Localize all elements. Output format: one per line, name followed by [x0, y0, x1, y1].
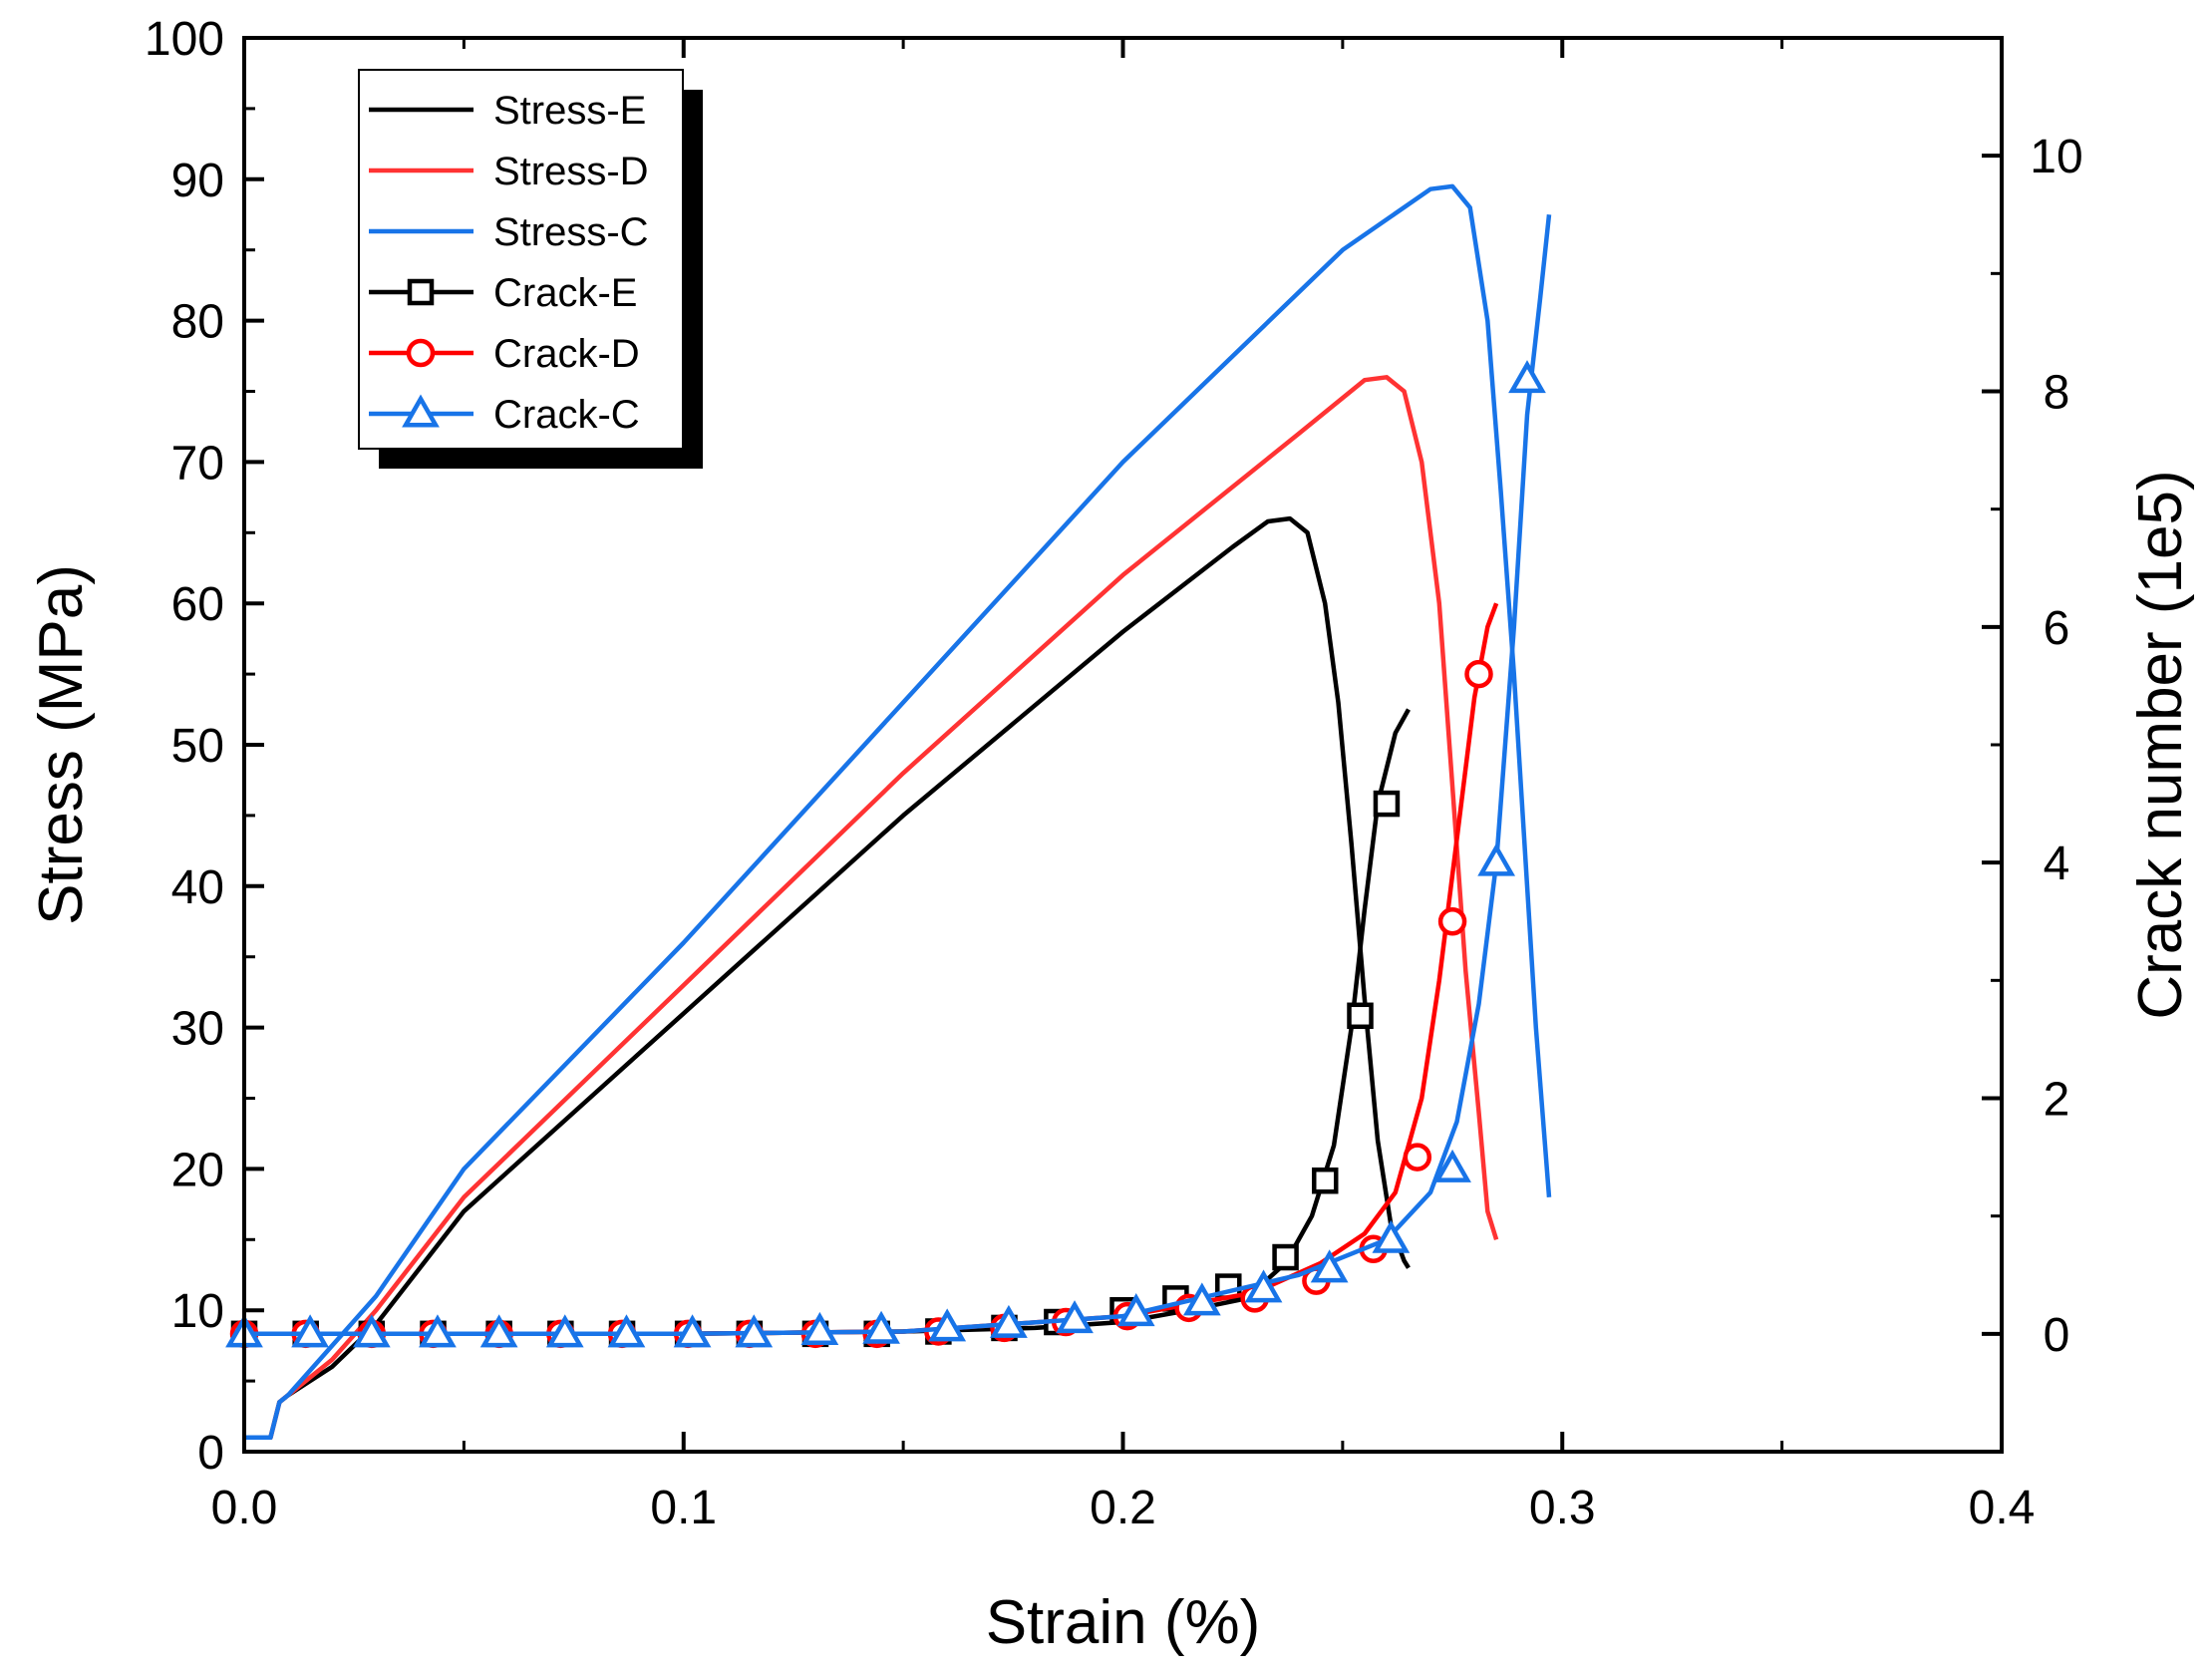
- y-tick-label: 70: [171, 437, 224, 490]
- y2-tick-label: 4: [2044, 838, 2070, 890]
- marker-crack-c: [291, 1314, 329, 1348]
- marker-crack-d: [1464, 659, 1493, 689]
- marker-crack-c: [1182, 1282, 1221, 1316]
- y-tick-label: 40: [171, 861, 224, 914]
- y-tick-label: 30: [171, 1003, 224, 1056]
- marker-crack-c: [607, 1314, 646, 1348]
- y2-tick-label: 10: [2030, 131, 2082, 183]
- y-tick-label: 90: [171, 155, 224, 207]
- marker-crack-c: [1116, 1293, 1155, 1327]
- x-tick-label: 0.0: [211, 1482, 278, 1534]
- y-tick-label: 0: [197, 1427, 224, 1480]
- x-axis: 0.0 0.1 0.2 0.3 0.4: [211, 38, 2036, 1534]
- y2-tick-label: 0: [2044, 1309, 2070, 1362]
- marker-crack-c: [479, 1314, 518, 1348]
- marker-crack-c: [1372, 1219, 1411, 1253]
- marker-crack-c: [800, 1311, 839, 1345]
- marker-crack-c: [545, 1314, 584, 1348]
- marker-crack-c: [1056, 1300, 1094, 1334]
- legend-label-stress-c: Stress-C: [493, 210, 649, 254]
- y-axis-left: 0 10 20 30 40 50 60 70 80 90 100: [145, 13, 264, 1480]
- series-line-stress-d: [244, 375, 1499, 1441]
- y-axis-right: 0 2 4 6 8 10: [1982, 36, 2083, 1454]
- marker-crack-c: [352, 1314, 391, 1348]
- y-axis-title: Stress (MPa): [27, 564, 96, 925]
- y-tick-label: 10: [171, 1285, 224, 1338]
- x-tick-label: 0.2: [1090, 1482, 1156, 1534]
- x-axis-title: Strain (%): [986, 1588, 1261, 1657]
- marker-crack-c: [419, 1314, 457, 1348]
- legend-marker-crack-c: [402, 394, 440, 428]
- y2-tick-label: 2: [2044, 1074, 2070, 1127]
- marker-crack-d: [1437, 907, 1467, 936]
- x-tick-label: 0.1: [650, 1482, 717, 1534]
- marker-crack-c: [928, 1308, 967, 1342]
- x-tick-label: 0.3: [1529, 1482, 1596, 1534]
- marker-crack-c: [1310, 1249, 1349, 1283]
- marker-crack-c: [990, 1304, 1028, 1338]
- legend-label-stress-d: Stress-D: [493, 150, 649, 193]
- y-tick-label: 80: [171, 296, 224, 349]
- legend-label-crack-c: Crack-C: [493, 393, 640, 437]
- series-line-stress-c: [244, 183, 1552, 1441]
- marker-crack-c: [735, 1314, 774, 1348]
- marker-crack-e: [1373, 790, 1401, 818]
- legend-box: [358, 69, 684, 450]
- legend-label-crack-e: Crack-E: [493, 271, 637, 315]
- marker-crack-c: [1477, 842, 1516, 876]
- marker-crack-c: [673, 1314, 712, 1348]
- legend: Stress-E Stress-D Stress-C Crack-E Crack-D Cr…: [358, 69, 703, 469]
- y-tick-label: 50: [171, 720, 224, 773]
- legend-label-stress-e: Stress-E: [493, 89, 646, 133]
- marker-crack-e: [1347, 1002, 1374, 1030]
- y2-tick-label: 6: [2044, 602, 2070, 655]
- marker-crack-e: [1311, 1167, 1339, 1194]
- series-line-crack-e: [244, 708, 1411, 1337]
- y2-axis-title: Crack number (1e5): [2126, 470, 2195, 1019]
- marker-crack-c: [1244, 1269, 1283, 1303]
- y-tick-label: 20: [171, 1144, 224, 1196]
- plot-area: [225, 183, 1552, 1441]
- legend-marker-crack-e: [407, 278, 435, 306]
- marker-crack-c: [1433, 1149, 1471, 1182]
- x-tick-label: 0.4: [1969, 1482, 2036, 1534]
- marker-crack-d: [1403, 1143, 1432, 1172]
- y-tick-label: 60: [171, 578, 224, 631]
- series-line-stress-e: [244, 515, 1411, 1441]
- y-tick-label: 100: [145, 13, 224, 66]
- legend-marker-crack-d: [406, 338, 436, 368]
- y2-tick-label: 8: [2044, 367, 2070, 420]
- marker-crack-c: [1508, 360, 1546, 394]
- legend-label-crack-d: Crack-D: [493, 332, 640, 376]
- marker-crack-c: [862, 1310, 900, 1344]
- marker-crack-e: [1272, 1243, 1299, 1271]
